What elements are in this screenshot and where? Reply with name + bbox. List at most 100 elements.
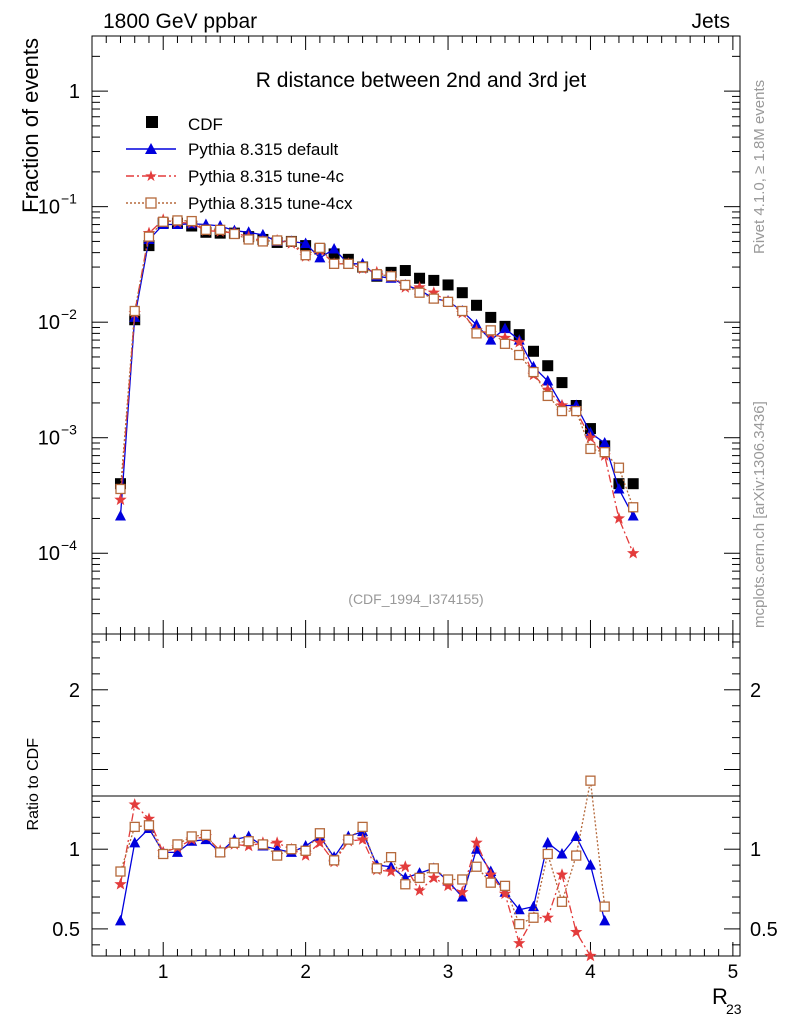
ratio-point (442, 874, 454, 885)
ratio-point (513, 936, 526, 949)
ratio-point (599, 901, 610, 912)
data-point (471, 299, 483, 311)
ratio-series-1 (114, 798, 597, 962)
data-point (457, 305, 468, 317)
legend-marker-square (146, 116, 158, 128)
rivet-version-text: Rivet 4.1.0, ≥ 1.8M events (751, 80, 768, 254)
data-point (343, 258, 354, 269)
ratio-point (129, 821, 140, 833)
ratio-point (457, 874, 468, 885)
legend-label-tune-4c: Pythia 8.315 tune-4c (188, 167, 344, 186)
axis-tick-labels: 1 2 3 4 510−410−310−210 −110.5 0.51 12 2 (38, 81, 778, 983)
chart-title: R distance between 2nd and 3rd jet (256, 69, 587, 92)
data-point (400, 279, 411, 291)
mcplots-reference-text: mcplots.cern.ch [arXiv:1306.3436] (751, 401, 768, 628)
data-point (399, 265, 411, 277)
series-line (119, 219, 634, 508)
ratio-point (314, 828, 326, 839)
ratio-point (243, 836, 254, 847)
ratio-point (158, 848, 169, 860)
ratio-point (356, 833, 369, 845)
data-point (414, 287, 425, 298)
ratio-point (384, 865, 398, 877)
data-point (286, 236, 297, 247)
x-tick-label: 4 (585, 962, 596, 983)
data-point (555, 399, 569, 411)
data-point (542, 374, 554, 386)
ratio-point (128, 798, 141, 810)
ratio-point (271, 850, 283, 861)
data-point (613, 482, 625, 494)
data-point (143, 240, 155, 252)
ratio-point (172, 839, 183, 850)
axis-ticks (92, 35, 740, 956)
data-point (556, 377, 568, 389)
data-point (129, 305, 140, 317)
data-point (300, 250, 311, 261)
data-point (485, 311, 497, 323)
ratio-point (542, 836, 554, 848)
data-point (514, 349, 525, 361)
ratio-point (271, 836, 284, 849)
legend-entry-cdf: CDF (146, 115, 223, 134)
series-0 (114, 217, 639, 490)
data-point (584, 431, 597, 443)
data-point (428, 274, 440, 286)
ratio-tick-label: 1 (69, 839, 80, 861)
data-point (328, 248, 340, 260)
data-point (627, 510, 639, 521)
legend: CDF Pythia 8.315 default ★ Pythia 8.315 … (126, 115, 353, 213)
ratio-point (142, 812, 156, 825)
main-plot-content (114, 213, 640, 559)
x-axis-label-main: R (712, 984, 728, 1009)
ratio-point (427, 871, 440, 884)
data-point (627, 478, 639, 490)
y-axis-label-main: Fraction of events (18, 38, 43, 213)
ratio-point (456, 891, 468, 902)
y-tick-label: 10 (38, 428, 60, 450)
data-point (300, 237, 312, 248)
data-point (456, 287, 468, 299)
ratio-point (556, 847, 568, 859)
data-point (314, 251, 326, 263)
data-point (498, 331, 512, 344)
x-axis-label: R 23 (712, 984, 742, 1017)
y-tick-label-exponent: −1 (61, 191, 77, 207)
ratio-tick-label-right: 2 (750, 680, 761, 702)
data-point (114, 510, 126, 521)
ratio-tick-label-right: 0.5 (750, 919, 778, 941)
ratio-point (484, 868, 497, 880)
ratio-tick-label-right: 1 (750, 839, 761, 861)
data-point (528, 366, 539, 378)
analysis-id-watermark: (CDF_1994_I374155) (348, 591, 483, 607)
header-left: 1800 GeV ppbar (103, 10, 257, 33)
data-point (627, 546, 640, 559)
ratio-point (300, 845, 311, 856)
x-tick-label: 5 (728, 962, 739, 983)
ratio-point (541, 911, 554, 923)
data-point (442, 296, 454, 307)
data-point (200, 224, 212, 235)
ratio-point (200, 829, 212, 841)
ratio-point (584, 859, 596, 870)
ratio-series-2 (115, 775, 610, 930)
data-point (612, 512, 626, 524)
legend-label-cdf: CDF (188, 115, 223, 134)
data-point (628, 502, 639, 513)
ratio-point (343, 834, 354, 845)
header-right: Jets (691, 10, 730, 33)
data-point (499, 322, 511, 334)
ratio-point (171, 846, 183, 857)
data-point (271, 235, 283, 246)
legend-entry-tune-4cx: Pythia 8.315 tune-4cx (126, 194, 353, 213)
ratio-point (399, 860, 412, 872)
ratio-point (498, 887, 512, 900)
data-point (571, 405, 582, 417)
data-point (143, 231, 155, 242)
ratio-point (514, 918, 525, 930)
ratio-point (313, 836, 326, 849)
ratio-point (257, 839, 269, 850)
data-point (413, 280, 426, 293)
ratio-point (528, 912, 539, 923)
